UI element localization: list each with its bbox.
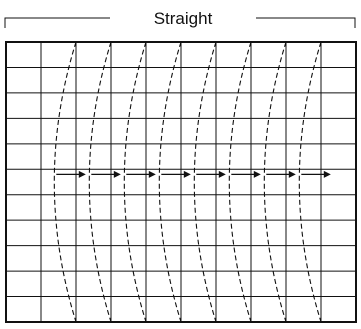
- arrow-head: [78, 170, 86, 178]
- arrow-head: [288, 170, 296, 178]
- dashed-curve: [53, 41, 77, 323]
- right-arrow: [126, 170, 156, 178]
- dashed-curve: [193, 41, 217, 323]
- right-arrow: [91, 170, 121, 178]
- arrow-head: [183, 170, 191, 178]
- dashed-curve: [298, 41, 322, 323]
- arrow-head: [218, 170, 226, 178]
- dashed-curve: [263, 41, 287, 323]
- right-arrow: [301, 170, 331, 178]
- curves: [53, 41, 322, 323]
- dashed-curve: [123, 41, 147, 323]
- right-arrow: [196, 170, 226, 178]
- right-arrow: [266, 170, 296, 178]
- grid: [5, 41, 357, 323]
- diagram-title: Straight: [154, 9, 213, 28]
- dashed-curve: [158, 41, 182, 323]
- dashed-curve: [228, 41, 252, 323]
- title-bracket: [4, 17, 356, 28]
- bracket-right: [256, 17, 356, 28]
- arrows: [56, 170, 331, 178]
- arrow-head: [113, 170, 121, 178]
- right-arrow: [231, 170, 261, 178]
- arrow-head: [323, 170, 331, 178]
- right-arrow: [161, 170, 191, 178]
- dashed-curve: [88, 41, 112, 323]
- arrow-head: [148, 170, 156, 178]
- right-arrow: [56, 170, 86, 178]
- bracket-left: [4, 17, 110, 28]
- arrow-head: [253, 170, 261, 178]
